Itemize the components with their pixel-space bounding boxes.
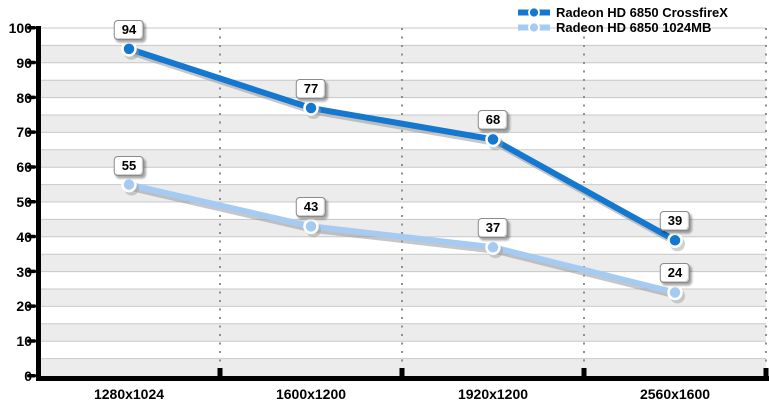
y-axis-tick <box>27 26 36 30</box>
x-category-label: 1280x1024 <box>93 386 165 402</box>
data-point-marker <box>485 239 501 255</box>
y-tick-label: 60 <box>16 159 32 176</box>
data-point-marker <box>667 284 683 301</box>
series-line <box>126 45 678 244</box>
y-tick-label: 50 <box>16 194 32 210</box>
x-axis-tick <box>581 368 587 381</box>
legend-line-marker-icon <box>518 21 550 34</box>
data-point-marker <box>303 218 319 235</box>
y-axis-tick <box>27 200 36 204</box>
data-label: 77 <box>295 79 327 100</box>
series-line <box>126 181 678 296</box>
data-label: 39 <box>659 211 691 232</box>
y-tick-label: 0 <box>24 368 32 384</box>
data-label: 37 <box>477 218 509 239</box>
y-axis-tick <box>27 130 36 134</box>
data-label: 94 <box>113 19 145 40</box>
y-tick-label: 40 <box>16 228 32 245</box>
legend-item: Radeon HD 6850 CrossfireX <box>518 5 728 20</box>
data-label: 55 <box>113 155 145 176</box>
data-point-marker <box>121 176 137 193</box>
data-point-marker <box>667 232 683 249</box>
legend-label: Radeon HD 6850 1024MB <box>556 20 712 35</box>
y-axis-tick <box>27 269 36 274</box>
y-axis-tick <box>27 304 36 308</box>
data-point-marker <box>485 131 501 148</box>
y-axis-tick <box>27 374 36 378</box>
x-axis-tick <box>217 368 223 381</box>
data-label: 24 <box>659 263 691 284</box>
legend-label: Radeon HD 6850 CrossfireX <box>556 5 728 20</box>
y-tick-label: 100 <box>8 20 32 36</box>
y-tick-label: 70 <box>16 124 32 141</box>
legend: Radeon HD 6850 CrossfireX Radeon HD 6850 … <box>518 5 728 35</box>
data-point-marker <box>121 41 137 57</box>
x-axis-tick <box>763 368 769 381</box>
y-tick-label: 80 <box>16 89 32 106</box>
band <box>38 254 766 272</box>
data-label: 68 <box>477 110 509 131</box>
y-tick-label: 10 <box>16 333 32 350</box>
y-tick-label: 30 <box>16 263 32 280</box>
legend-item: Radeon HD 6850 1024MB <box>518 20 728 35</box>
y-axis-tick <box>27 95 36 100</box>
y-tick-label: 90 <box>16 54 32 71</box>
data-point-marker <box>303 100 319 116</box>
y-axis-tick <box>27 339 36 343</box>
x-axis-tick <box>399 368 405 381</box>
data-label: 43 <box>295 197 327 218</box>
band <box>38 149 766 168</box>
legend-line-marker-icon <box>518 6 550 19</box>
y-axis <box>36 26 41 381</box>
y-tick-label: 20 <box>16 298 32 315</box>
y-axis-tick <box>27 60 36 65</box>
x-category-label: 1920x1200 <box>457 386 529 402</box>
y-axis-tick <box>27 165 36 169</box>
x-category-label: 1600x1200 <box>275 386 347 402</box>
band <box>38 323 766 342</box>
y-axis-tick <box>27 234 36 239</box>
x-category-label: 2560x1600 <box>639 386 711 402</box>
